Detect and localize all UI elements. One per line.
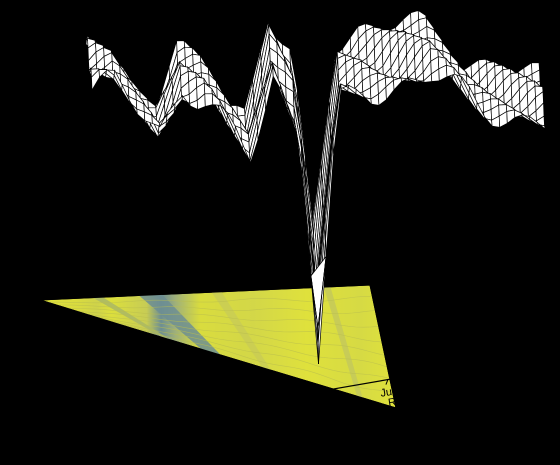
floor-contour-line (66, 307, 379, 328)
surface-cell (204, 93, 214, 107)
x-tick (305, 393, 309, 399)
y-tick (111, 379, 118, 383)
x-tick (225, 407, 229, 413)
x-month-label: May (522, 360, 545, 375)
surface-cell (147, 99, 157, 109)
x-axis-line (199, 351, 549, 413)
x-stage-label: Inactive (465, 380, 504, 398)
x-stage-label: Colonize (334, 410, 378, 429)
floor-contour-line (107, 320, 393, 393)
y-tick (78, 346, 85, 350)
surface-spike-line (317, 327, 319, 365)
x-month-label: Jul (380, 386, 396, 400)
floor-contour-line (76, 310, 383, 343)
x-stage-label: Smolt (522, 369, 552, 385)
surface-spike-line (310, 275, 319, 329)
x-tick (531, 354, 535, 360)
y-tick-label: 14.4 (57, 343, 75, 357)
floor-outline (39, 284, 397, 409)
x-tick (385, 379, 389, 385)
z-tick-label: 0.95 (70, 121, 86, 130)
x-month-label: Jul (219, 413, 235, 427)
y-tick-label: 0.0 (111, 392, 125, 404)
floor-contour-plane (39, 284, 397, 409)
y-tick (94, 362, 101, 366)
floor-contour-line (91, 315, 388, 368)
y-tick (127, 395, 135, 399)
y-tick-label: 24.0 (24, 310, 42, 324)
surface-cell (393, 77, 402, 91)
y-tick (44, 313, 52, 317)
y-axis-line (44, 313, 129, 397)
floor-contour-band (92, 297, 171, 340)
x-stage-label: Res (387, 394, 409, 409)
x-month-label: Dec (297, 399, 319, 414)
floor-contour-band (139, 294, 221, 356)
y-tick-label: 9.6 (78, 359, 92, 371)
x-tick (468, 365, 472, 371)
y-tick-label: 19.2 (41, 327, 59, 341)
x-stage-label: Spawn (227, 433, 262, 450)
surface-mesh (85, 9, 546, 365)
floor-contour-band (211, 291, 271, 371)
x-month-label: Dec (460, 371, 482, 386)
surface-cell (536, 121, 546, 130)
surface-cell (236, 104, 246, 117)
floor-contour-line (99, 317, 390, 379)
floor-contour-band (323, 286, 363, 398)
z-tick-label: 0.90 (70, 207, 86, 216)
x-stage-label: Incubation (288, 409, 340, 429)
y-tick (61, 329, 68, 333)
surface-cell (506, 109, 516, 124)
floor-contour-line (56, 304, 376, 315)
z-axis-title: Relative Survival (55, 128, 67, 216)
z-tick-label: 1.00 (70, 34, 86, 43)
surface-spike-line (317, 256, 327, 329)
y-tick-label: 4.8 (95, 376, 109, 388)
x-stage-label: Rear (434, 386, 460, 402)
floor-contour-line (84, 313, 385, 356)
